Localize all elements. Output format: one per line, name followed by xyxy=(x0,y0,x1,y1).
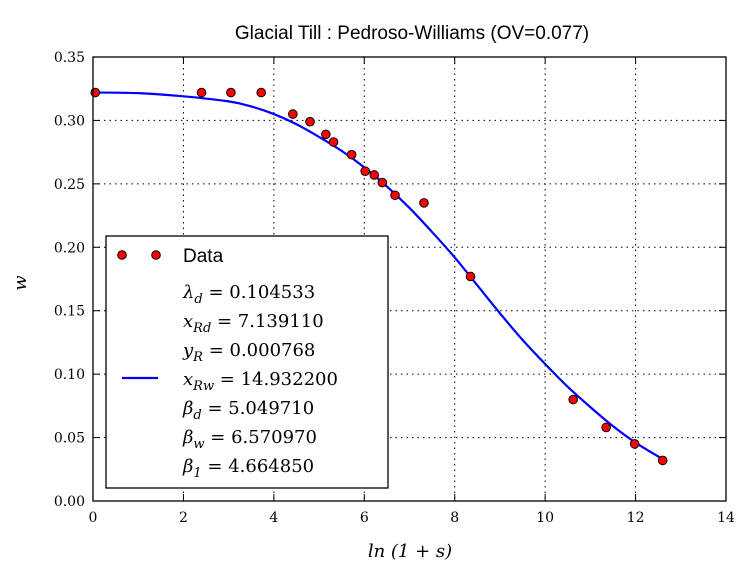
y-axis-label: w xyxy=(10,275,31,291)
x-tick-label: 2 xyxy=(179,510,188,526)
data-point xyxy=(196,87,207,98)
legend-box xyxy=(105,235,389,489)
data-point xyxy=(377,177,388,188)
legend-param: βw = 6.570970 xyxy=(182,427,317,452)
data-point xyxy=(226,87,236,98)
x-tick-label: 14 xyxy=(717,510,735,526)
y-tick-label: 0.30 xyxy=(54,113,85,129)
legend-param: yR = 0.000768 xyxy=(182,340,315,365)
legend-param: xRw = 14.932200 xyxy=(183,369,338,394)
data-point xyxy=(328,137,339,147)
legend-param: xRd = 7.139110 xyxy=(183,311,324,336)
data-point xyxy=(346,149,357,160)
fit-curve-layer xyxy=(92,91,664,461)
y-tick-label: 0.15 xyxy=(54,304,85,320)
y-tick-label: 0.00 xyxy=(54,494,85,510)
data-point xyxy=(369,170,380,180)
legend-marker xyxy=(151,250,161,260)
data-point xyxy=(657,455,668,466)
chart-title: Glacial Till : Pedroso-Williams (OV=0.07… xyxy=(235,23,589,44)
legend-marker xyxy=(117,250,127,260)
legend: Data λd = 0.104533 xRd = 7.139110 yR = 0.00… xyxy=(105,235,389,489)
legend-param: β1 = 4.664850 xyxy=(182,456,314,481)
x-tick-label: 6 xyxy=(360,510,369,526)
y-tick-label: 0.35 xyxy=(54,50,85,66)
legend-param: λd = 0.104533 xyxy=(182,282,315,307)
legend-label-data: Data xyxy=(183,246,224,267)
data-point xyxy=(465,271,476,282)
y-tick-label: 0.05 xyxy=(54,431,85,447)
y-tick-label: 0.20 xyxy=(54,240,85,256)
x-tick-label: 4 xyxy=(269,510,278,526)
axis-ticks: 0 2 4 6 8 10 12 14 0.00 0.05 0.10 0.15 0.20 0.25 0.30 0… xyxy=(54,50,735,526)
data-point xyxy=(256,87,266,98)
x-tick-label: 12 xyxy=(627,510,645,526)
data-point xyxy=(305,116,315,127)
data-point xyxy=(360,166,370,176)
data-point xyxy=(601,422,611,433)
data-point xyxy=(568,394,578,405)
y-tick-label: 0.25 xyxy=(54,177,85,193)
x-tick-label: 8 xyxy=(450,510,459,526)
x-tick-label: 0 xyxy=(89,510,98,526)
data-point xyxy=(390,190,400,201)
data-point xyxy=(90,87,101,98)
data-point xyxy=(288,109,298,119)
plot-frame xyxy=(92,56,727,502)
x-tick-label: 10 xyxy=(536,510,554,526)
data-points xyxy=(90,87,668,466)
y-tick-label: 0.10 xyxy=(54,367,85,383)
x-axis-label: ln (1 + s) xyxy=(368,541,452,562)
data-point xyxy=(629,439,640,449)
legend-param: βd = 5.049710 xyxy=(182,398,314,423)
fit-curve xyxy=(92,91,664,461)
data-point xyxy=(321,129,331,140)
data-point xyxy=(419,198,429,208)
